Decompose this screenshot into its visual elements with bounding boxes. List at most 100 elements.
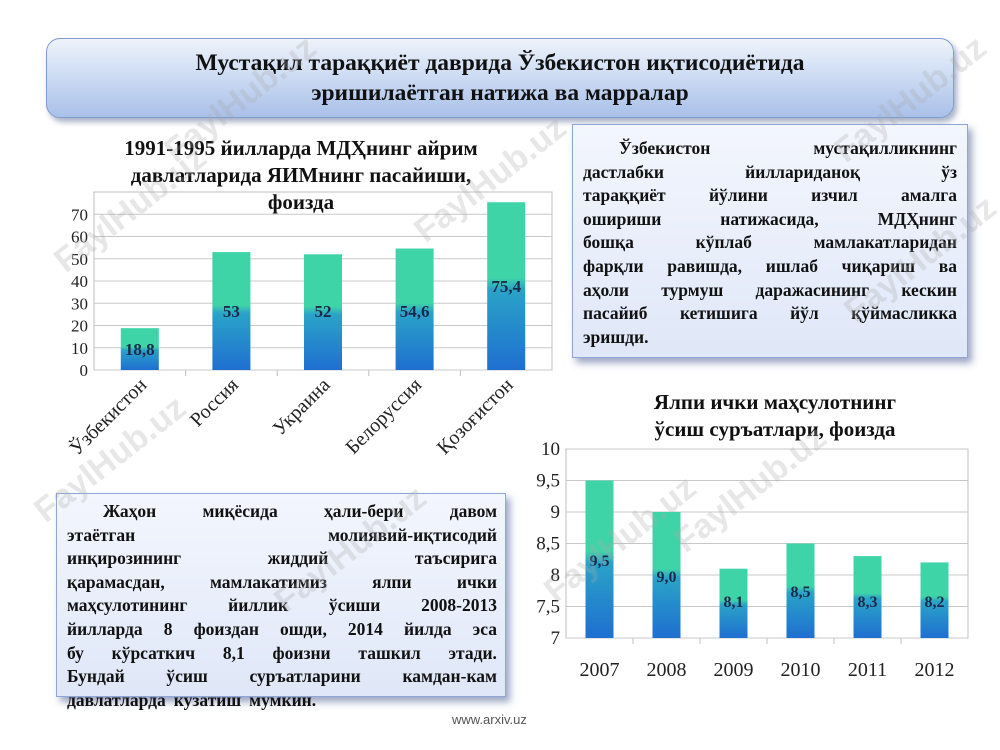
data-label: 18,8 xyxy=(125,340,155,359)
title-line-1: Мустақил тараққиёт даврида Ўзбекистон иқ… xyxy=(195,50,805,76)
text-word: чиқариш xyxy=(841,255,916,276)
text-word: дастлабки xyxy=(583,161,665,182)
text-word: ошди, xyxy=(280,618,327,639)
text-word: эришди. xyxy=(583,326,649,347)
footer-url: www.arxiv.uz xyxy=(452,712,527,727)
y-tick-label: 9 xyxy=(551,502,561,523)
text-line: пасайиб кетишига йўл қўймасликка xyxy=(583,302,957,326)
chart1-title-line: фоизда xyxy=(267,190,335,214)
text-line: Ўзбекистон мустақилликнинг xyxy=(583,137,957,161)
text-word: 2014 xyxy=(347,618,383,639)
text-line: дастлабки йиллариданоқ ўз xyxy=(583,161,957,185)
chart2-title-line: ўсиш суръатлари, фоизда xyxy=(654,417,896,441)
text-word: йўлини xyxy=(708,185,768,206)
text-word: ўсиш xyxy=(166,666,208,687)
bar xyxy=(652,512,681,638)
bar xyxy=(487,202,526,370)
text-line: этаётган молиявий-иқтисодий xyxy=(67,524,497,548)
data-label: 8,5 xyxy=(791,584,811,601)
text-word: миқёсида xyxy=(202,501,278,521)
text-word: ҳали-бери xyxy=(323,501,404,521)
bar xyxy=(853,556,882,638)
bar xyxy=(304,254,342,370)
x-tick-label: Россия xyxy=(186,374,243,431)
text-word: йилда xyxy=(404,618,452,639)
text-word: МДҲнинг xyxy=(877,208,957,229)
text-word: камдан-кам xyxy=(402,666,497,687)
text-box-right: Ўзбекистон мустақилликнинг дастлабки йиллар… xyxy=(572,124,968,358)
y-tick-label: 0 xyxy=(80,361,89,380)
y-tick-label: 7 xyxy=(551,628,561,649)
text-line: бу кўрсаткич 8,1 фоизни ташкил этади. xyxy=(67,642,497,666)
bar xyxy=(920,562,949,638)
text-word: тараққиёт xyxy=(583,185,666,206)
bar xyxy=(395,248,434,370)
text-word: йиллик xyxy=(228,595,289,616)
text-word: 8,1 xyxy=(222,642,245,663)
text-word: ошириши xyxy=(583,208,662,229)
text-word: Жаҳон xyxy=(103,501,157,521)
text-word: давом xyxy=(449,501,497,521)
x-tick-label: 2011 xyxy=(848,659,887,681)
text-line: эришди. xyxy=(583,326,957,350)
text-word: кетишига xyxy=(679,303,758,324)
text-word: изчил xyxy=(811,185,858,206)
text-word: йўл xyxy=(790,303,819,324)
text-line: давлатларда кузатиш мумкин. xyxy=(67,689,497,713)
text-line: Бундай ўсиш суръатларини камдан-кам xyxy=(67,665,497,689)
text-line: йилларда 8 фоиздан ошди, 2014 йилда эса xyxy=(67,618,497,642)
data-label: 8,1 xyxy=(724,594,744,611)
text-line: фарқли равишда, ишлаб чиқариш ва xyxy=(583,255,957,279)
bar xyxy=(585,480,614,638)
y-tick-label: 70 xyxy=(71,205,88,224)
text-word: этади. xyxy=(448,642,497,663)
y-tick-label: 10 xyxy=(541,439,560,460)
text-word: 8 xyxy=(163,618,173,639)
text-word: ва xyxy=(938,255,957,276)
chart2-title: Ялпи ички маҳсулотнинг ўсиш суръатлари, … xyxy=(600,389,950,443)
text-word: кескин xyxy=(901,279,957,300)
bar xyxy=(212,252,251,370)
text-word: мамлакатларидан xyxy=(813,232,957,253)
text-word: фарқли xyxy=(583,255,644,276)
text-box-left: Жаҳон миқёсида ҳали-бери давом этаётган молия… xyxy=(56,493,506,710)
text-word: мустақилликнинг xyxy=(813,138,957,158)
x-tick-label: 2007 xyxy=(580,659,620,681)
text-word: бу xyxy=(67,642,84,663)
text-word: натижасида, xyxy=(720,208,819,229)
y-tick-label: 9,5 xyxy=(536,471,560,492)
text-word: қўймасликка xyxy=(851,303,957,324)
text-line: бошқа кўплаб мамлакатларидан xyxy=(583,231,957,255)
data-label: 8,3 xyxy=(858,594,878,611)
text-word: таъсирига xyxy=(414,548,497,569)
text-word: суръатларини xyxy=(249,666,361,687)
text-line: ошириши натижасида, МДҲнинг xyxy=(583,208,957,232)
y-tick-label: 8 xyxy=(551,565,561,586)
text-word: инқирозининг xyxy=(67,548,182,569)
text-word: ялпи xyxy=(372,571,412,592)
text-word: жиддий xyxy=(267,548,329,569)
data-label: 54,6 xyxy=(400,302,430,321)
text-word: кўрсаткич xyxy=(111,642,196,663)
text-word: ўз xyxy=(941,161,957,182)
text-word: мамлакатимиз xyxy=(209,571,327,592)
x-tick-label: 2008 xyxy=(647,659,687,681)
text-word: пасайиб xyxy=(583,303,648,324)
x-tick-label: 2012 xyxy=(915,659,955,681)
bar xyxy=(719,568,748,638)
y-tick-label: 50 xyxy=(71,250,88,269)
data-label: 52 xyxy=(315,302,332,321)
text-word: ташкил xyxy=(358,642,421,663)
bar xyxy=(120,328,159,370)
y-tick-label: 8,5 xyxy=(536,534,560,555)
data-label: 53 xyxy=(223,302,240,321)
title-banner: Мустақил тараққиёт даврида Ўзбекистон иқ… xyxy=(46,38,954,118)
chart2-title-line: Ялпи ички маҳсулотнинг xyxy=(653,390,897,414)
text-word: ишлаб xyxy=(765,255,818,276)
text-word: молиявий-иқтисодий xyxy=(328,524,497,545)
text-word: қарамасдан, xyxy=(67,571,165,592)
data-label: 9,0 xyxy=(657,569,677,586)
x-tick-label: Украина xyxy=(269,374,335,440)
text-word: 2008-2013 xyxy=(421,595,497,616)
